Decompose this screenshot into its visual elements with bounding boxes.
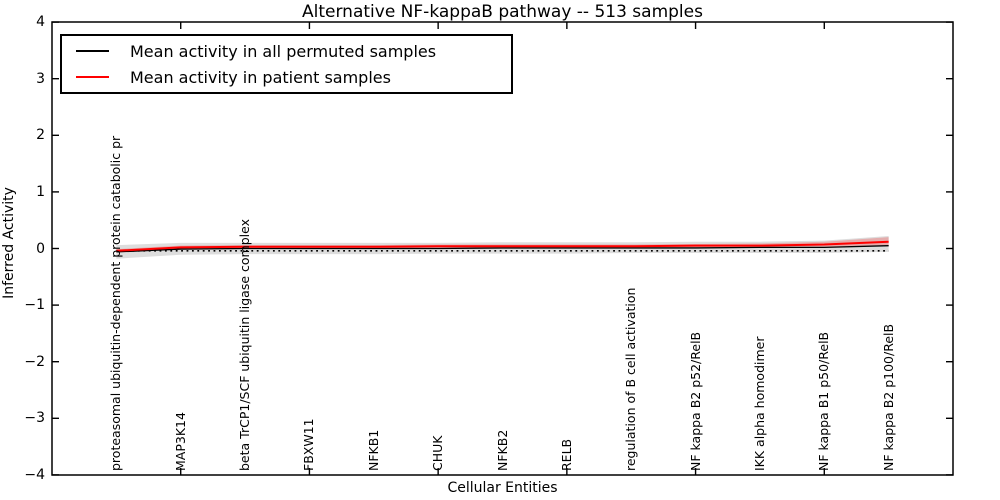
x-tick-label: IKK alpha homodimer [751,336,767,472]
x-tick-label: FBXW11 [301,418,317,471]
y-tick-label: 4 [36,14,45,31]
x-tick-label: beta TrCP1/SCF ubiquitin ligase complex [237,219,253,471]
y-tick-label: 3 [36,70,45,87]
legend-item-permuted: Mean activity in all permuted samples [62,38,511,64]
patient-line-sample [76,76,109,78]
x-tick-label: NF kappa B2 p100/RelB [880,323,896,471]
legend-label-patient: Mean activity in patient samples [130,67,391,87]
legend: Mean activity in all permuted samples Me… [60,34,513,94]
y-tick-label: −3 [24,410,45,427]
y-tick-label: 2 [36,127,45,144]
legend-label-permuted: Mean activity in all permuted samples [130,41,437,61]
x-tick-label: RELB [558,438,574,471]
y-tick-label: 0 [36,240,45,257]
y-tick-label: −2 [24,353,45,370]
y-tick-label: 1 [36,183,45,200]
permuted-line-sample [76,50,109,52]
y-tick-label: −1 [24,297,45,314]
x-tick-label: proteasomal ubiquitin-dependent protein … [108,135,124,471]
y-tick-label: −4 [24,466,45,483]
x-tick-label: NFKB1 [365,429,381,471]
patient-std-band [116,237,889,253]
x-tick-label: MAP3K14 [172,412,188,471]
x-tick-label: NFKB2 [494,429,510,471]
x-tick-label: NF kappa B1 p50/RelB [816,331,832,471]
patient-mean-line [116,240,889,252]
x-tick-label: regulation of B cell activation [623,287,639,471]
x-axis-label: Cellular Entities [447,480,558,496]
legend-item-patient: Mean activity in patient samples [62,64,511,90]
chart-title: Alternative NF-kappaB pathway -- 513 sam… [302,2,703,22]
x-tick-label: NF kappa B2 p52/RelB [687,331,703,471]
x-tick-label: CHUK [430,435,446,471]
permuted-mean-line [116,245,889,253]
